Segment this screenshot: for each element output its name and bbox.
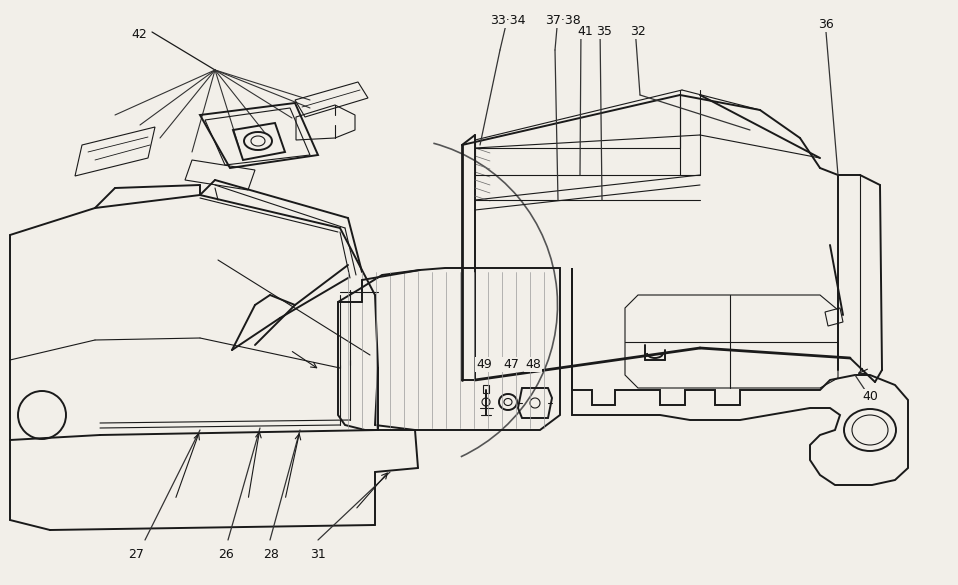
Text: 33·34: 33·34 — [490, 14, 526, 27]
Text: 42: 42 — [131, 28, 147, 41]
Text: 47: 47 — [503, 358, 519, 371]
Text: 37·38: 37·38 — [545, 14, 581, 27]
Text: 36: 36 — [818, 18, 833, 31]
Text: 28: 28 — [263, 548, 279, 561]
Text: 49: 49 — [476, 358, 491, 371]
Text: 41: 41 — [577, 25, 593, 38]
Text: 31: 31 — [310, 548, 326, 561]
Text: 35: 35 — [596, 25, 612, 38]
Text: 27: 27 — [128, 548, 144, 561]
Text: 26: 26 — [218, 548, 234, 561]
Text: 40: 40 — [862, 390, 878, 403]
Text: 32: 32 — [630, 25, 646, 38]
Text: 48: 48 — [525, 358, 541, 371]
